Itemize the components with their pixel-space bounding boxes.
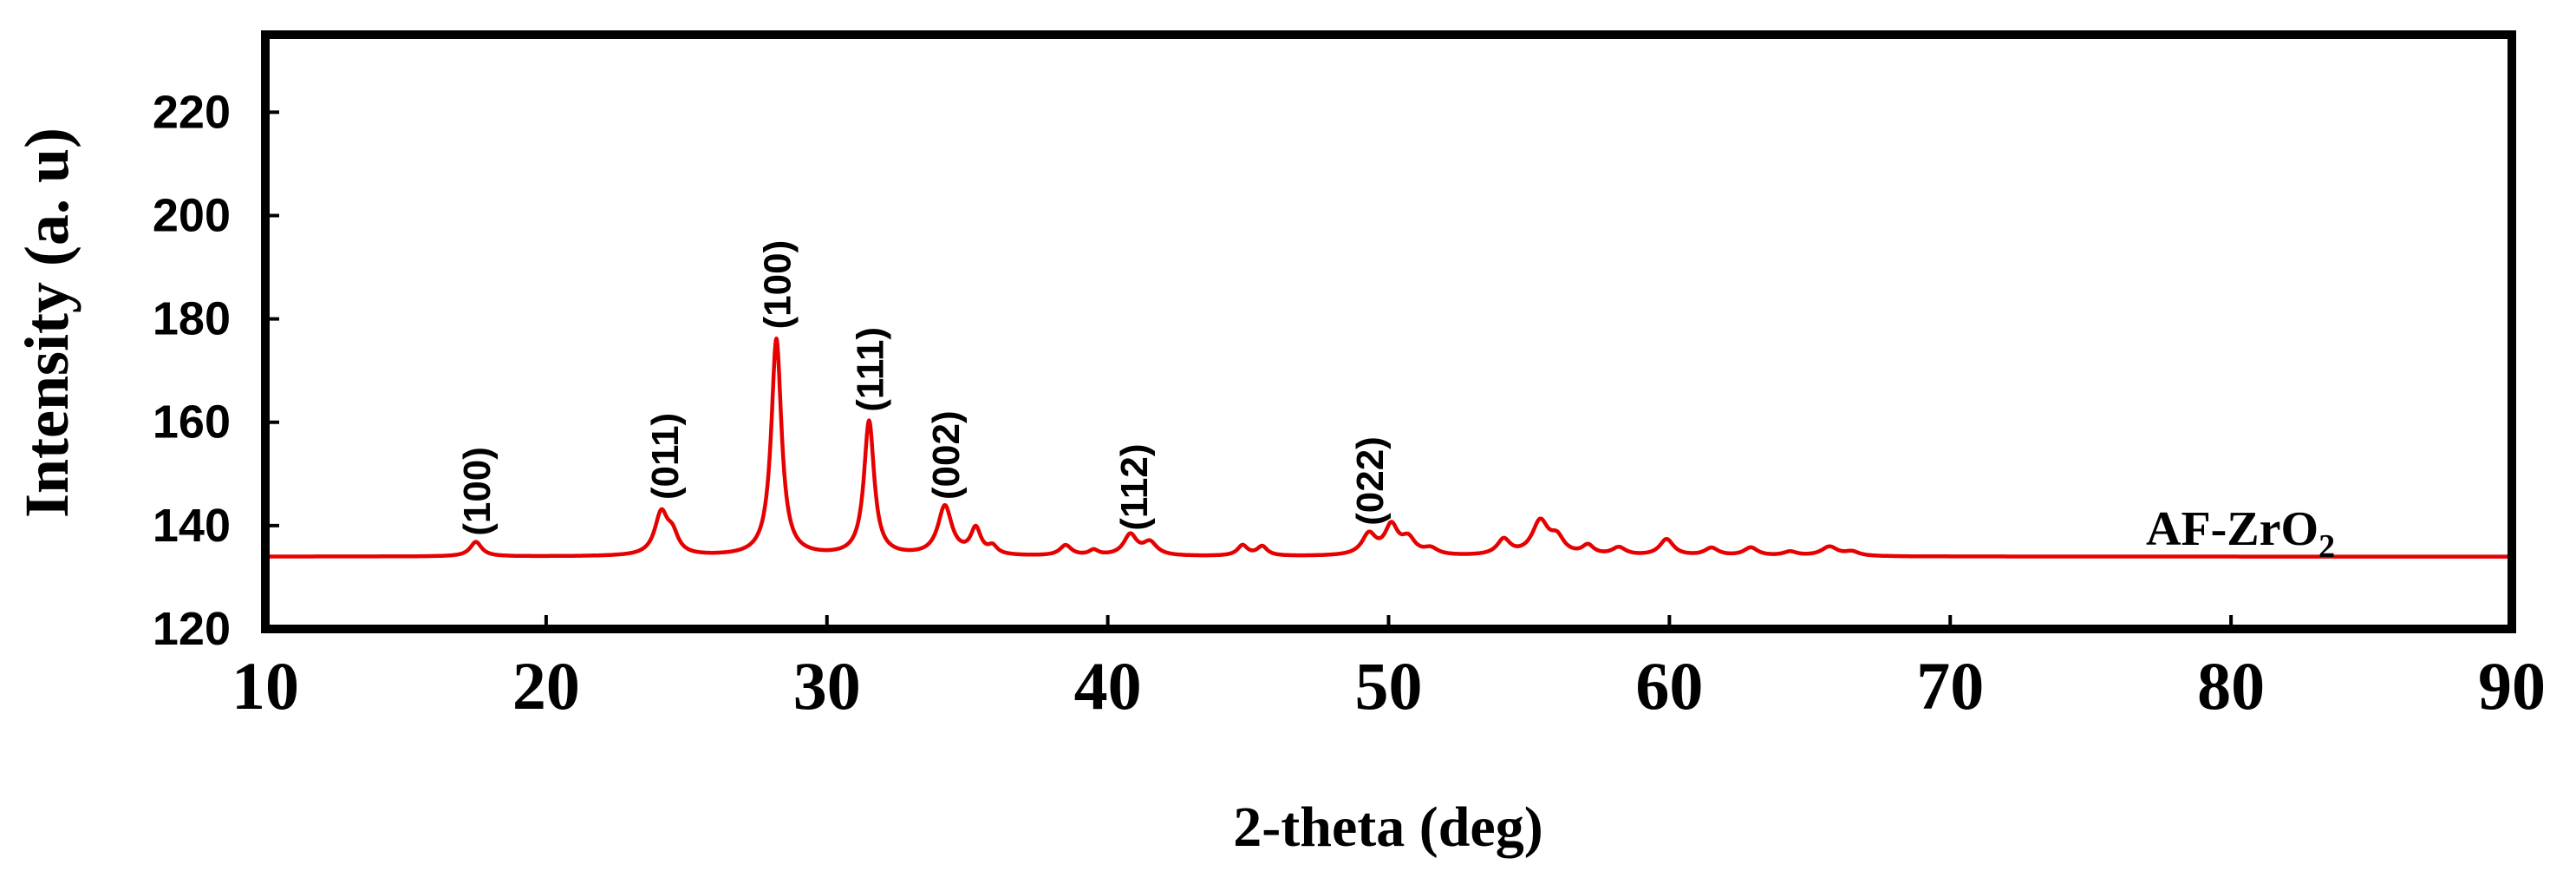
peak-annotation-label: (002) xyxy=(925,410,968,500)
series-label-subscript: 2 xyxy=(2318,528,2335,565)
y-tick-label: 200 xyxy=(153,189,231,241)
x-tick-label: 60 xyxy=(1635,648,1703,724)
peak-annotation-label: (111) xyxy=(849,327,891,412)
y-tick-label: 160 xyxy=(153,396,231,449)
x-tick-label: 70 xyxy=(1916,648,1984,724)
x-axis-title: 2-theta (deg) xyxy=(1233,796,1542,859)
x-tick-label: 40 xyxy=(1074,648,1142,724)
x-tick-label: 80 xyxy=(2197,648,2265,724)
x-tick-label: 20 xyxy=(512,648,580,724)
y-axis-ticks: 120 140 160 180 200 220 xyxy=(153,86,279,655)
plot-frame xyxy=(261,30,2516,633)
peak-annotation-label: (022) xyxy=(1349,436,1392,526)
x-axis-ticks: 10 20 30 40 50 60 70 80 90 xyxy=(232,615,2546,724)
y-axis-title: Intensity (a. u) xyxy=(12,128,82,518)
y-tick-label: 180 xyxy=(153,293,231,345)
y-tick-label: 140 xyxy=(153,500,231,552)
x-tick-label: 10 xyxy=(232,648,299,724)
x-tick-label: 90 xyxy=(2478,648,2546,724)
y-tick-label: 120 xyxy=(153,603,231,655)
x-tick-label: 50 xyxy=(1355,648,1423,724)
series-label-main: AF-ZrO xyxy=(2146,502,2318,556)
peak-annotation-label: (011) xyxy=(644,413,687,500)
y-tick-label: 220 xyxy=(153,86,231,138)
peak-annotation-label: (100) xyxy=(456,447,499,536)
series-label: AF-ZrO2 xyxy=(2146,502,2335,565)
x-tick-label: 30 xyxy=(793,648,861,724)
peak-annotations: (100) (011) (100) (111) (002) (112) (022) xyxy=(456,240,1392,536)
peak-annotation-label: (100) xyxy=(757,240,799,330)
series-line-af-zro2 xyxy=(264,336,2514,559)
peak-annotation-label: (112) xyxy=(1113,444,1156,531)
